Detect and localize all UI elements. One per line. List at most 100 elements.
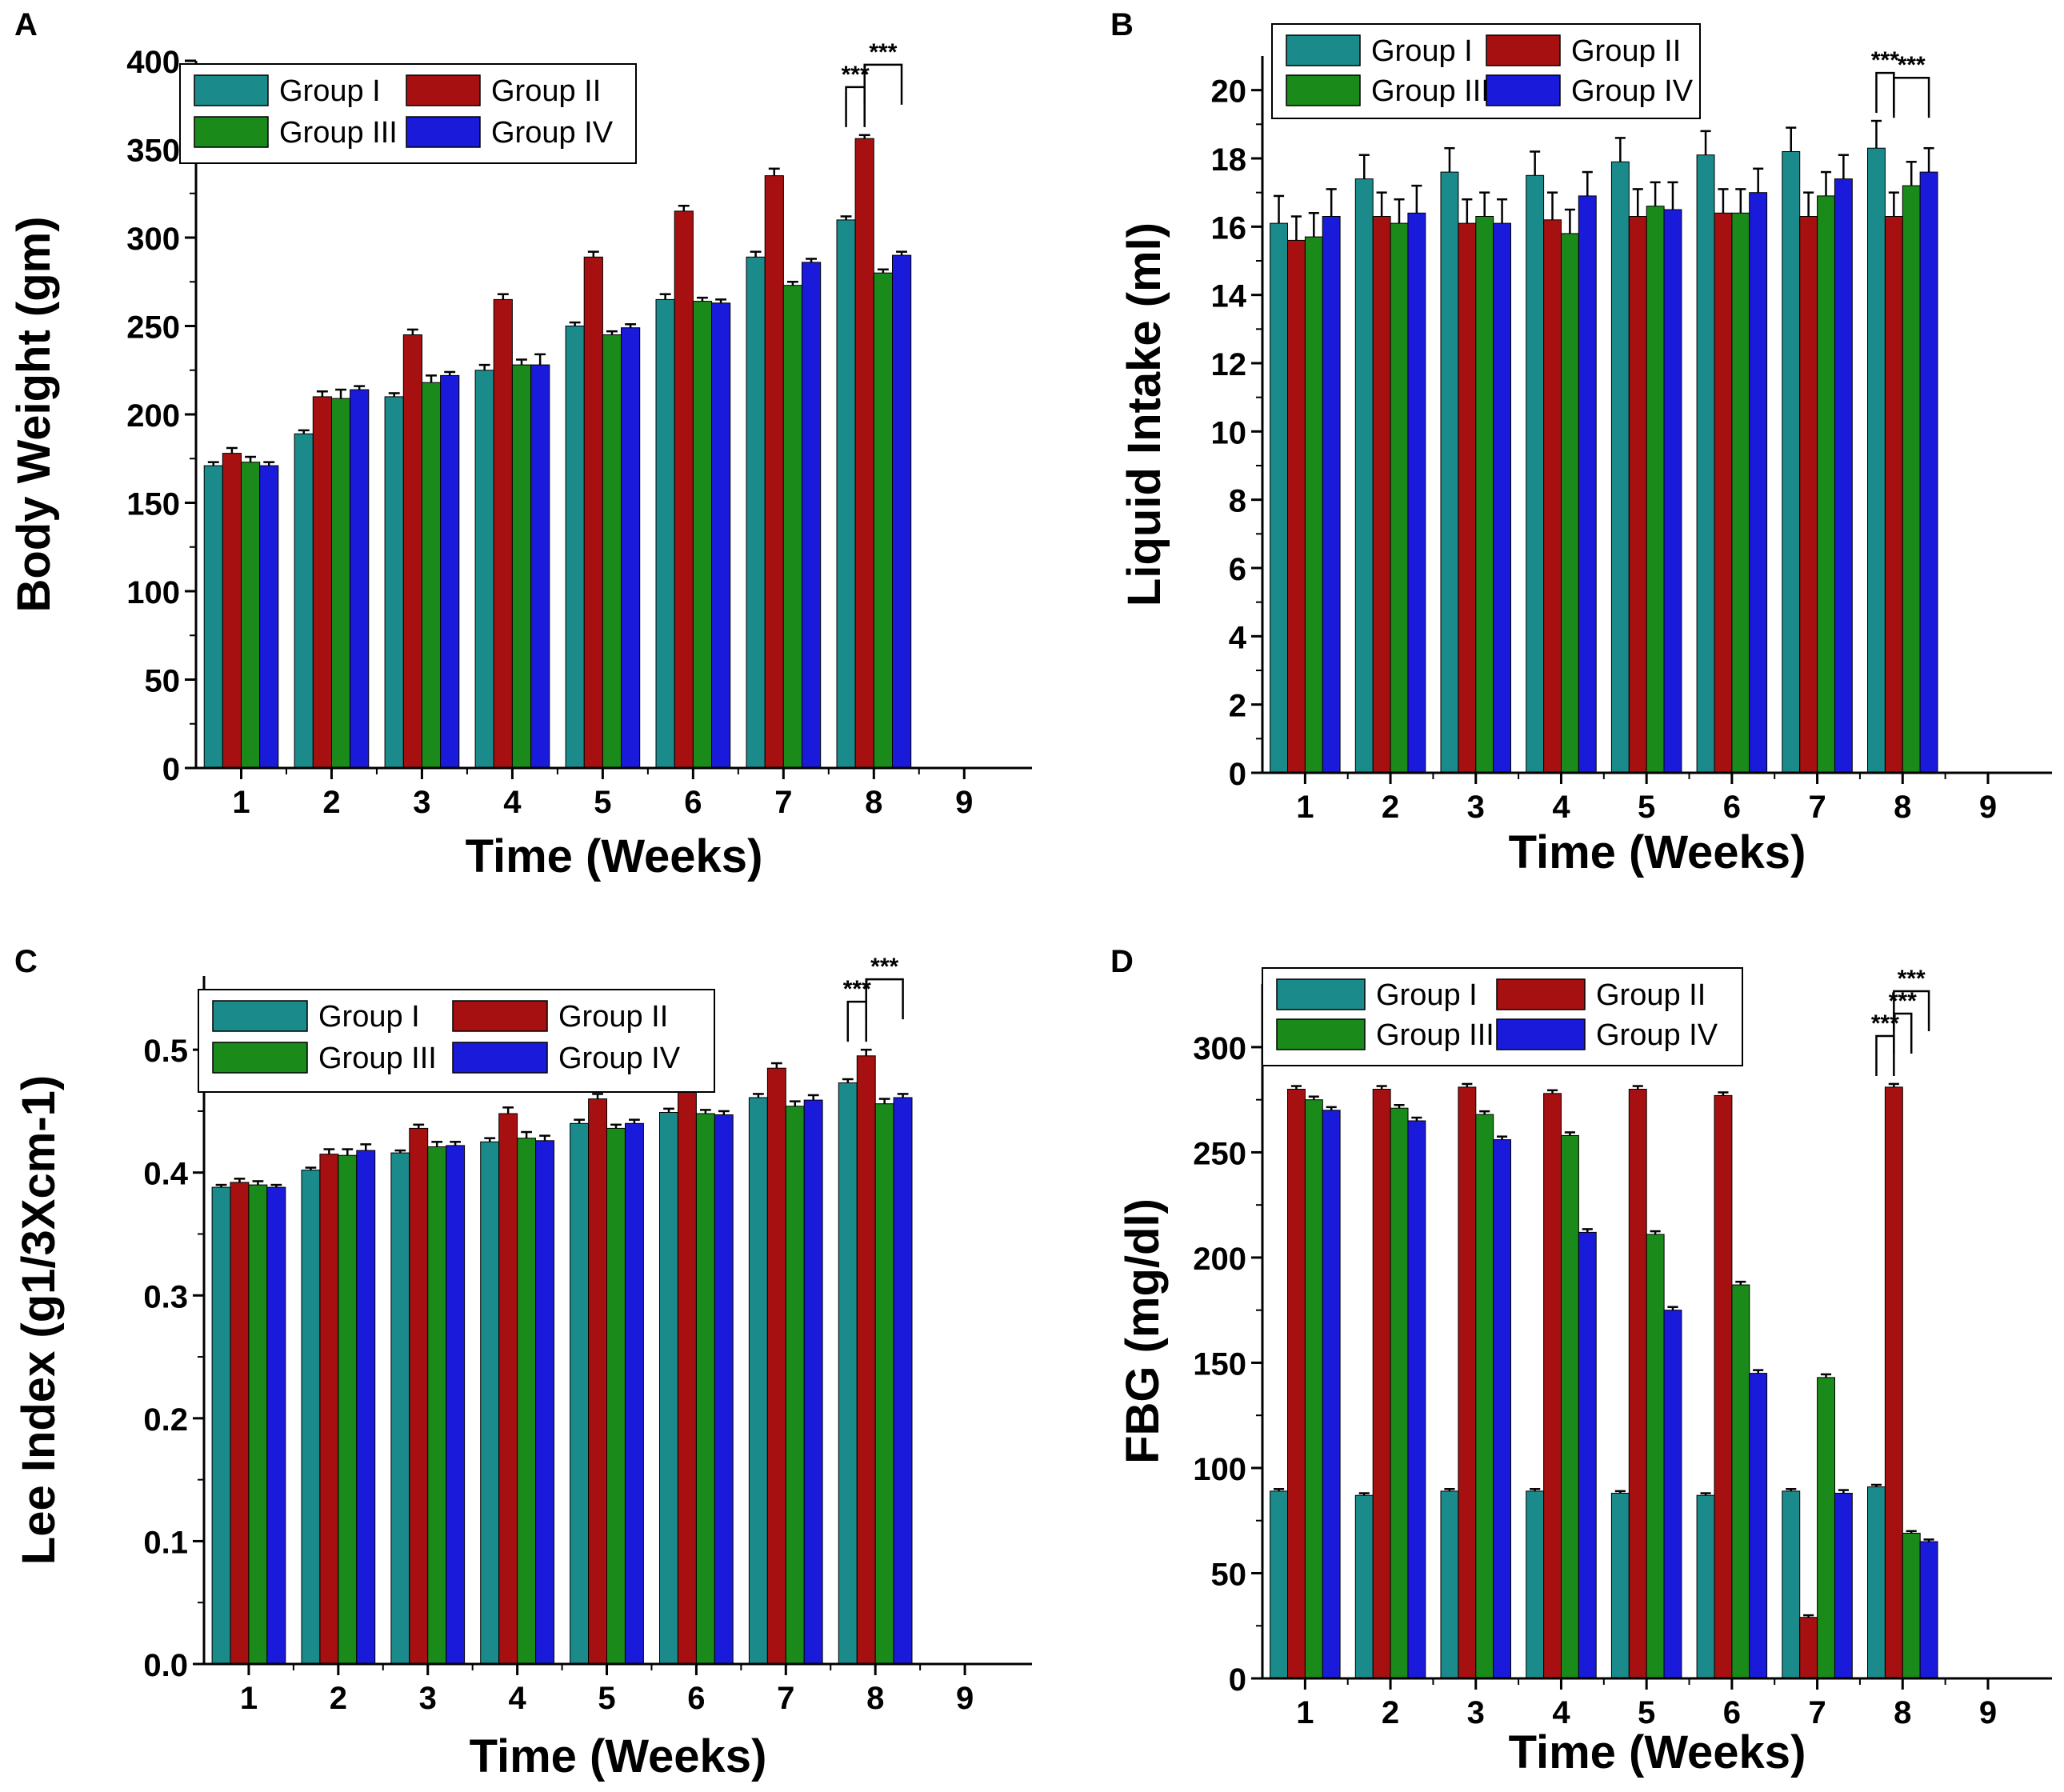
bar-group-iii-week-2 — [1390, 1107, 1409, 1679]
bar-group-ii-week-5 — [583, 256, 603, 769]
bar-group-ii-week-2 — [1372, 1089, 1391, 1679]
y-tick-label: 350 — [126, 134, 180, 169]
bar-group-ii-week-2 — [312, 396, 332, 769]
panel-letter: D — [1110, 944, 1134, 979]
legend-label-group-i: Group I — [279, 74, 381, 108]
bar-group-iii-week-6 — [695, 1113, 715, 1665]
legend-label-group-iii: Group III — [279, 116, 398, 150]
bar-group-iii-week-1 — [1304, 1099, 1323, 1679]
bar-group-ii-week-1 — [230, 1182, 250, 1665]
x-tick-label: 9 — [1979, 790, 1997, 825]
x-tick-label: 2 — [322, 785, 340, 820]
bar-group-ii-week-2 — [1372, 216, 1391, 774]
bar-group-iii-week-2 — [1390, 222, 1409, 774]
bar-group-iv-week-4 — [535, 1140, 554, 1665]
y-tick-label: 50 — [145, 664, 181, 699]
x-tick-label: 3 — [1467, 790, 1485, 825]
x-tick-label: 8 — [1894, 790, 1911, 825]
legend-swatch-group-i — [194, 74, 269, 106]
bar-group-iii-week-6 — [1731, 1284, 1750, 1679]
y-axis-title: Lee Index (g1/3Xcm-1) — [13, 1075, 65, 1565]
bar-group-iv-week-5 — [625, 1122, 644, 1665]
significance-bracket — [846, 1000, 867, 1042]
bar-group-ii-week-1 — [1287, 239, 1306, 774]
bar-group-i-week-6 — [655, 298, 675, 769]
x-tick-label: 4 — [503, 785, 522, 820]
x-tick-label: 2 — [1382, 1695, 1399, 1730]
legend-swatch-group-iii — [212, 1042, 308, 1074]
y-tick-label: 400 — [126, 45, 180, 80]
bar-group-i-week-1 — [1270, 1490, 1288, 1679]
x-tick-label: 8 — [865, 785, 882, 820]
bar-group-ii-week-3 — [402, 334, 422, 769]
bar-group-i-week-7 — [1782, 151, 1801, 774]
chart-panel-a: A 0 50 100 150 200 250 300 350 400 1 2 3 4 5 6 7 8 9 Time (… — [8, 7, 1032, 882]
x-tick-label: 4 — [1552, 1695, 1570, 1730]
chart-panel-d: D 0 50 100 150 200 250 300 1 2 3 4 5 6 7 8 9 Time (Weeks)… — [1110, 944, 2052, 1778]
bar-group-iv-week-8 — [1919, 1541, 1938, 1679]
bar-group-i-week-7 — [1782, 1490, 1801, 1679]
bar-group-iii-week-3 — [421, 382, 442, 769]
legend-label-group-iv: Group IV — [1571, 74, 1694, 108]
bar-group-i-week-1 — [1270, 222, 1288, 774]
significance-label: *** — [1871, 47, 1899, 74]
bar-group-iii-week-5 — [602, 334, 622, 769]
x-tick-label: 7 — [777, 1681, 794, 1716]
legend-swatch-group-i — [1286, 34, 1361, 66]
y-tick-label: 0 — [162, 752, 180, 787]
x-tick-label: 4 — [1552, 790, 1570, 825]
significance-label: *** — [1898, 52, 1926, 78]
legend-swatch-group-iii — [1276, 1018, 1366, 1050]
x-tick-label: 8 — [866, 1681, 884, 1716]
bar-group-i-week-4 — [1526, 1490, 1545, 1679]
significance-bracket — [1875, 1034, 1895, 1076]
bar-group-iii-week-4 — [511, 364, 532, 769]
legend-swatch-group-iii — [194, 116, 269, 148]
bar-group-iv-week-7 — [1834, 178, 1853, 774]
y-tick-label: 250 — [126, 310, 180, 346]
bar-group-i-week-5 — [1610, 161, 1630, 774]
bar-group-ii-week-7 — [1799, 216, 1818, 774]
bar-group-ii-week-4 — [493, 298, 513, 769]
bar-group-iii-week-7 — [1817, 1377, 1836, 1679]
bar-group-iii-week-3 — [427, 1146, 447, 1665]
x-axis-title: Time (Weeks) — [1509, 1726, 1806, 1778]
bar-group-iv-week-4 — [530, 364, 550, 769]
bar-group-iii-week-1 — [248, 1184, 268, 1665]
legend-label-group-ii: Group II — [1596, 978, 1706, 1012]
bar-group-ii-week-4 — [498, 1113, 518, 1665]
y-tick-label: 20 — [1211, 74, 1247, 110]
bar-group-i-week-2 — [1354, 178, 1374, 774]
bar-group-iv-week-3 — [1493, 1139, 1511, 1679]
legend-label-group-iv: Group IV — [1596, 1018, 1718, 1052]
y-axis-title: FBG (mg/dl) — [1117, 1198, 1169, 1464]
bar-group-iv-week-4 — [1578, 1231, 1597, 1679]
x-tick-label: 1 — [1296, 790, 1314, 825]
bar-group-ii-week-8 — [1884, 216, 1903, 774]
legend-swatch-group-iv — [1496, 1018, 1586, 1050]
bar-group-iv-week-7 — [1834, 1493, 1853, 1679]
y-tick-label: 8 — [1229, 484, 1246, 519]
bar-group-iv-week-5 — [1663, 1310, 1682, 1679]
bar-group-i-week-5 — [1610, 1493, 1630, 1679]
bar-group-iii-week-8 — [1902, 1533, 1921, 1679]
y-tick-label: 300 — [1193, 1031, 1246, 1066]
y-tick-label: 6 — [1229, 552, 1246, 587]
significance-bracket — [1893, 1012, 1913, 1054]
y-tick-label: 0.1 — [143, 1525, 188, 1560]
bar-group-ii-week-7 — [1799, 1617, 1818, 1679]
x-tick-label: 8 — [1894, 1695, 1911, 1730]
legend-swatch-group-ii — [1486, 34, 1561, 66]
x-tick-label: 9 — [956, 1681, 974, 1716]
legend-swatch-group-iv — [1486, 74, 1561, 106]
bar-group-i-week-5 — [565, 326, 585, 769]
legend-swatch-group-i — [212, 1000, 308, 1032]
significance-label: *** — [869, 39, 897, 66]
x-tick-label: 4 — [508, 1681, 526, 1716]
bar-group-i-week-3 — [390, 1152, 410, 1665]
legend-swatch-group-ii — [1496, 978, 1586, 1010]
bar-group-i-week-3 — [1440, 1490, 1459, 1679]
x-tick-label: 1 — [232, 785, 250, 820]
